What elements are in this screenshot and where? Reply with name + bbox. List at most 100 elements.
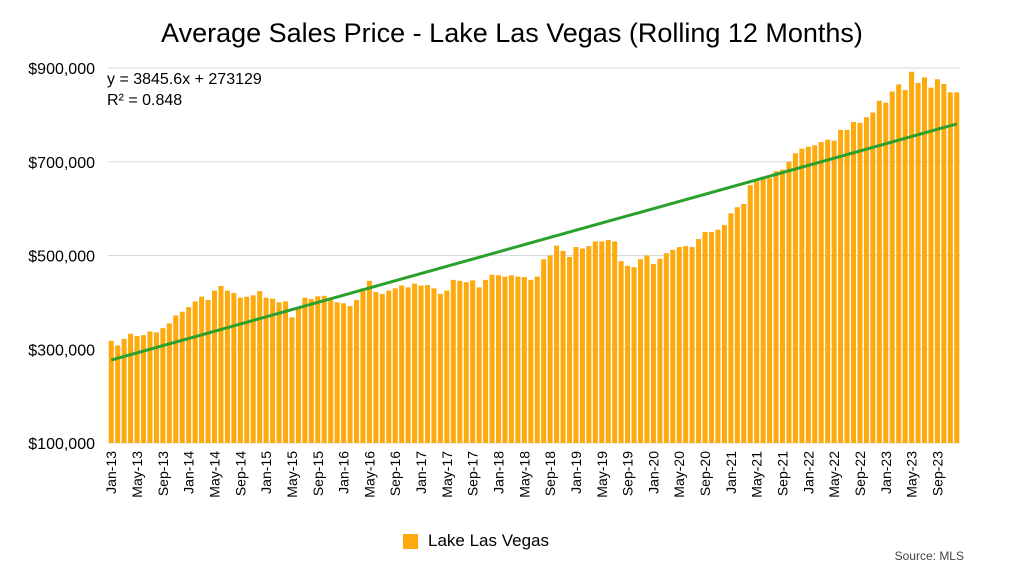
chart-title: Average Sales Price - Lake Las Vegas (Ro… (161, 18, 863, 48)
bar (528, 279, 534, 443)
bar (573, 247, 579, 443)
bar-series (108, 71, 960, 443)
x-tick-label: May-20 (671, 451, 687, 498)
bar (850, 121, 857, 443)
bar (650, 263, 656, 443)
x-tick-label: May-23 (904, 451, 920, 498)
bar (844, 129, 850, 443)
bar (838, 129, 844, 443)
bar (857, 122, 863, 443)
y-tick-label: $300,000 (28, 342, 95, 359)
y-tick-label: $700,000 (28, 155, 95, 172)
bar (237, 297, 243, 443)
bar (431, 288, 437, 443)
x-tick-label: Sep-15 (310, 451, 326, 496)
bar (818, 142, 824, 443)
bar (599, 241, 605, 443)
bar (954, 92, 960, 443)
bar (353, 300, 360, 443)
legend-swatch (403, 533, 418, 549)
bar (612, 241, 618, 443)
bar (199, 296, 205, 443)
bar (276, 302, 282, 443)
bar (121, 338, 127, 443)
bar (592, 241, 598, 443)
bar (218, 285, 224, 443)
bar (689, 247, 695, 443)
x-tick-label: May-13 (129, 451, 145, 498)
bar (734, 207, 740, 443)
bar (625, 265, 631, 443)
bar (192, 301, 198, 443)
bar (270, 298, 276, 443)
bar (470, 280, 476, 443)
x-tick-label: May-21 (749, 451, 765, 498)
bar (399, 285, 405, 443)
bar (741, 203, 747, 443)
x-tick-label: Sep-18 (542, 451, 558, 496)
bar (541, 259, 547, 443)
legend-label: Lake Las Vegas (428, 531, 549, 550)
bar (696, 239, 702, 443)
bar (896, 84, 902, 443)
bar (728, 213, 734, 443)
bar (502, 276, 508, 443)
bar (457, 280, 463, 443)
bar (321, 295, 327, 443)
y-tick-label: $500,000 (28, 249, 95, 266)
bar (560, 250, 566, 443)
x-tick-label: Jan-13 (103, 451, 119, 494)
bar (889, 91, 895, 443)
bar (147, 331, 153, 443)
x-tick-label: Sep-20 (697, 451, 713, 496)
x-tick-label: May-19 (594, 451, 610, 498)
bar (250, 295, 256, 443)
x-tick-label: Sep-13 (155, 451, 171, 496)
x-tick-label: May-14 (207, 451, 223, 498)
bar (140, 335, 147, 443)
bar (179, 311, 185, 443)
bar (941, 83, 947, 443)
bar (405, 287, 411, 443)
x-tick-label: Sep-22 (852, 451, 868, 496)
bar (547, 255, 553, 443)
bar (754, 181, 760, 443)
bar (670, 249, 676, 443)
trendline (110, 122, 958, 362)
x-tick-label: Sep-21 (775, 451, 791, 496)
bar (166, 323, 172, 443)
x-tick-label: May-16 (361, 451, 377, 498)
bar (792, 153, 798, 443)
y-tick-label: $100,000 (28, 436, 95, 453)
bar (825, 139, 831, 443)
bar (373, 292, 379, 443)
bar (876, 100, 882, 443)
trendline-layer (110, 122, 958, 362)
bar (334, 302, 340, 443)
bar (392, 288, 398, 443)
bar (495, 275, 502, 443)
bar (812, 145, 818, 443)
bar (934, 79, 940, 443)
bar (437, 293, 443, 443)
bar (424, 285, 431, 443)
bar (773, 171, 779, 443)
bar (902, 90, 908, 443)
bar (657, 258, 663, 443)
bar (870, 112, 876, 443)
bar (115, 345, 121, 443)
bar (315, 296, 321, 443)
bar (831, 140, 837, 443)
bar (366, 280, 372, 443)
bar (515, 276, 521, 443)
bar (883, 102, 889, 443)
bar (295, 307, 301, 443)
bar (579, 248, 585, 443)
bar (160, 328, 166, 443)
bar (805, 146, 811, 443)
x-tick-label: Jan-20 (645, 451, 661, 494)
x-tick-label: Sep-19 (620, 451, 636, 496)
bar (347, 306, 353, 443)
x-tick-label: May-15 (284, 451, 300, 498)
legend: Lake Las Vegas (403, 531, 549, 551)
